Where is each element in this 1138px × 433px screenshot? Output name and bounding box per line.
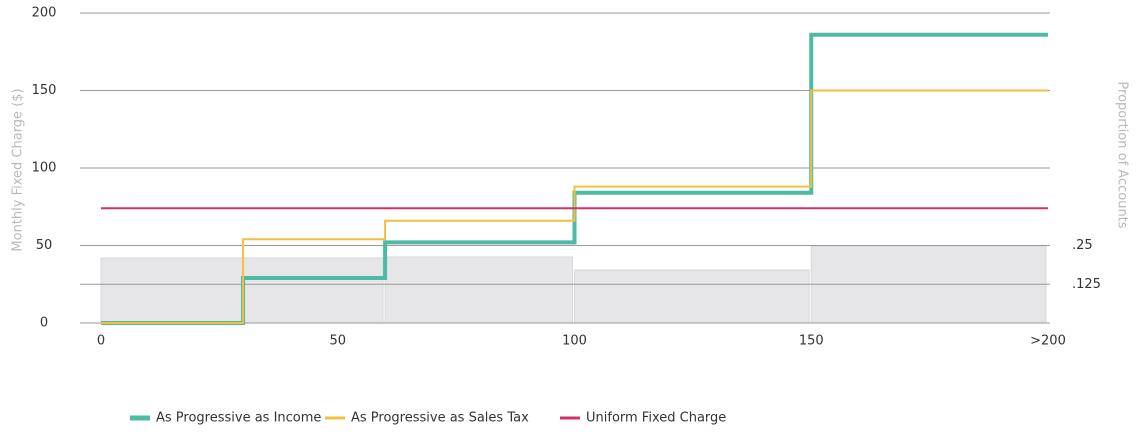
y-tick-label: 100 [32, 161, 57, 176]
x-tick-label: 150 [799, 334, 824, 349]
legend-label: As Progressive as Sales Tax [351, 411, 529, 426]
y-tick-label: 0 [40, 316, 48, 331]
y-tick-label: 50 [36, 238, 53, 253]
legend-label: As Progressive as Income [156, 411, 321, 426]
x-tick-label: >200 [1030, 334, 1066, 349]
x-tick-label: 100 [562, 334, 587, 349]
y-tick-label: 200 [32, 6, 57, 21]
x-tick-label: 0 [97, 334, 105, 349]
proportion-bar [574, 269, 810, 324]
y-tick-label: 150 [32, 83, 57, 98]
proportion-bar [384, 256, 573, 324]
legend-label: Uniform Fixed Charge [586, 411, 726, 426]
y2-axis-title: Proportion of Accounts [1115, 81, 1130, 228]
y-axis-title: Monthly Fixed Charge ($) [11, 88, 26, 251]
series-line [101, 89, 1048, 324]
y2-tick-label: .125 [1072, 277, 1101, 292]
y2-tick-label: .25 [1072, 238, 1093, 253]
x-tick-label: 50 [329, 334, 346, 349]
